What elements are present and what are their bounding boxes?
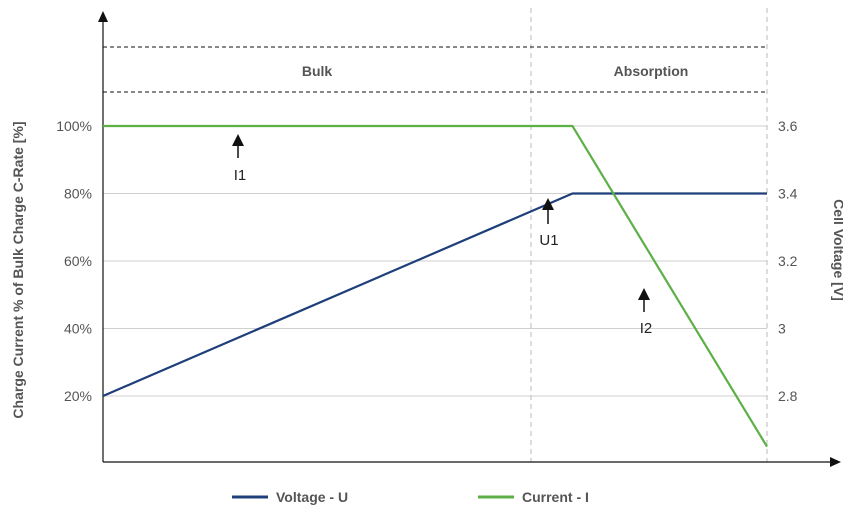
annotation-i2-label: I2: [640, 320, 653, 337]
left-ticks: 20% 40% 60% 80% 100%: [56, 118, 92, 404]
phase-label-bulk: Bulk: [302, 63, 333, 79]
phase-lines: [103, 8, 768, 462]
left-tick-label-1: 40%: [64, 321, 92, 337]
x-axis-arrow-icon: [830, 457, 841, 467]
legend: Voltage - U Current - I: [232, 489, 589, 505]
series-line-1: [103, 124, 768, 448]
y-axis-arrow-icon: [98, 11, 108, 22]
left-tick-label-2: 60%: [64, 253, 92, 269]
right-axis-title: Cell Voltage [V]: [831, 199, 843, 301]
annotation-i1-label: I1: [234, 167, 247, 184]
annotation-i1: I1: [232, 134, 247, 184]
series-lines: [102, 124, 768, 448]
annotation-u1-label: U1: [539, 232, 558, 249]
right-tick-label-0: 2.8: [778, 388, 798, 404]
annotation-i2: I2: [638, 288, 653, 337]
left-tick-label-0: 20%: [64, 388, 92, 404]
right-tick-label-1: 3: [778, 321, 786, 337]
left-tick-label-3: 80%: [64, 186, 92, 202]
grid: [103, 125, 767, 397]
right-tick-label-3: 3.4: [778, 186, 798, 202]
series-line-0: [102, 192, 767, 398]
right-ticks: 2.8 3 3.2 3.4 3.6: [778, 118, 798, 404]
left-axis-title: Charge Current % of Bulk Charge C-Rate […: [10, 121, 26, 418]
left-tick-label-4: 100%: [56, 118, 92, 134]
annotation-u1: U1: [539, 198, 559, 249]
legend-label-voltage: Voltage - U: [276, 489, 348, 505]
right-tick-label-2: 3.2: [778, 253, 798, 269]
phase-label-absorption: Absorption: [614, 63, 689, 79]
right-tick-label-4: 3.6: [778, 118, 798, 134]
legend-label-current: Current - I: [522, 489, 589, 505]
